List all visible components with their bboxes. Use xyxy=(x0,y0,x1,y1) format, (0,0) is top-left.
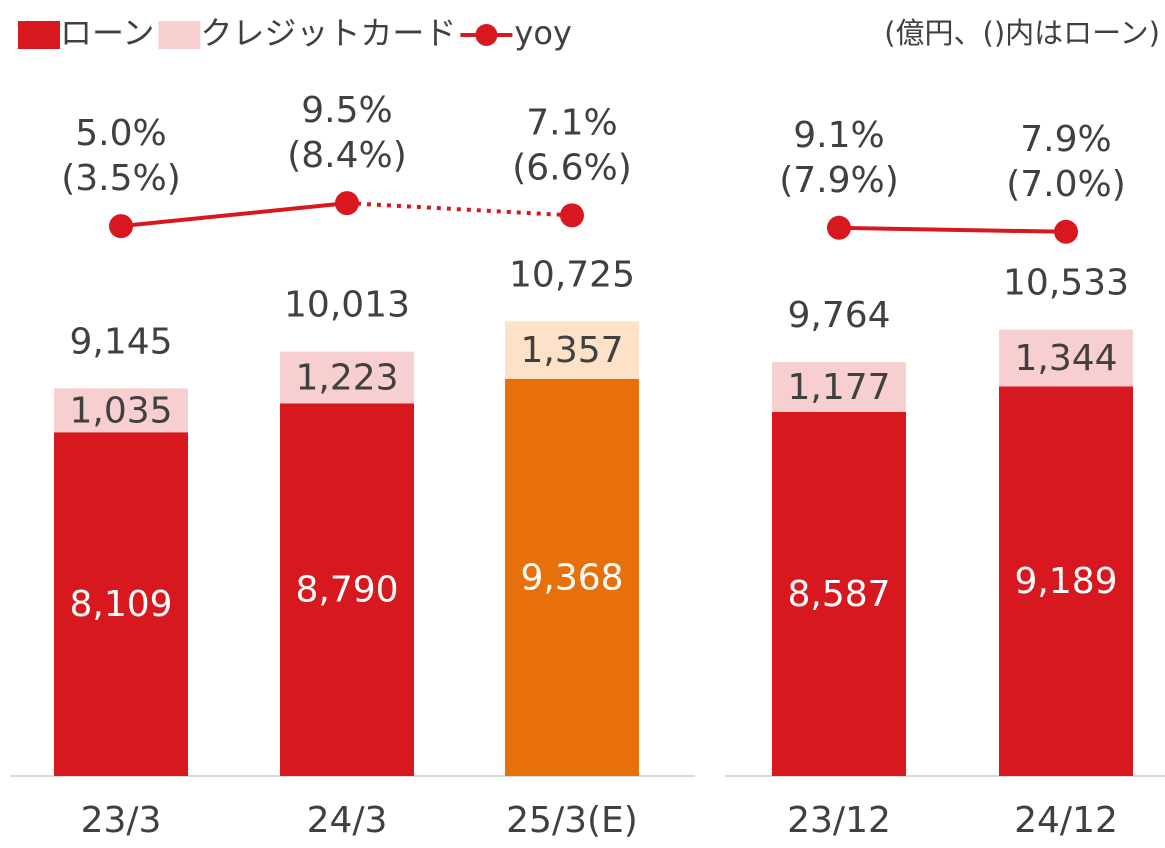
total-label: 10,533 xyxy=(1003,263,1129,304)
bar-label: 1,357 xyxy=(520,330,623,371)
yoy-label: 7.9% xyxy=(1020,119,1111,160)
bar-label: 1,177 xyxy=(787,367,890,408)
bar-label: 1,223 xyxy=(295,357,398,398)
bar-label: 8,790 xyxy=(295,570,398,611)
yoy-label: 9.1% xyxy=(793,115,884,156)
total-label: 9,145 xyxy=(69,321,172,362)
total-label: 9,764 xyxy=(787,295,890,336)
yoy-label: 7.1% xyxy=(526,102,617,143)
bar-segment xyxy=(772,412,906,776)
bar-segment xyxy=(772,362,906,413)
bar-label: 1,344 xyxy=(1014,338,1117,379)
legend-label: クレジットカード xyxy=(200,14,456,52)
loan-yoy-label: (7.0%) xyxy=(1006,164,1126,205)
x-tick-label: 24/12 xyxy=(1014,800,1118,841)
legend-label: ローン xyxy=(60,14,154,52)
loan-yoy-label: (8.4%) xyxy=(287,135,407,176)
bar-label: 1,035 xyxy=(69,390,172,431)
bar-segment xyxy=(54,432,188,776)
x-tick-label: 23/12 xyxy=(787,800,891,841)
x-tick-label: 23/3 xyxy=(81,800,162,841)
bar-segment xyxy=(999,329,1133,387)
bar-segment xyxy=(280,403,414,776)
total-label: 10,725 xyxy=(509,254,635,295)
bar-label: 8,587 xyxy=(787,574,890,615)
total-label: 10,013 xyxy=(284,285,410,326)
yoy-line xyxy=(120,201,348,229)
yoy-label: 5.0% xyxy=(75,113,166,154)
yoy-line xyxy=(838,225,1067,234)
loan-yoy-label: (7.9%) xyxy=(779,160,899,201)
legend-swatch xyxy=(18,21,60,49)
x-tick-label: 25/3(E) xyxy=(506,800,638,841)
bar-segment xyxy=(505,378,639,776)
bar-segment xyxy=(505,321,639,379)
yoy-point xyxy=(827,215,851,240)
yoy-point xyxy=(560,203,584,228)
bar-segment xyxy=(280,351,414,404)
yoy-point xyxy=(109,214,133,239)
loan-yoy-label: (3.5%) xyxy=(61,158,181,199)
unit-note: (億円、()内はローン) xyxy=(884,16,1160,50)
yoy-point xyxy=(335,191,359,216)
yoy-label: 9.5% xyxy=(301,90,392,131)
legend-swatch xyxy=(158,21,201,49)
bar-label: 8,109 xyxy=(69,584,172,625)
yoy-line xyxy=(346,201,573,218)
legend-label: yoy xyxy=(514,14,571,52)
loan-yoy-label: (6.6%) xyxy=(512,147,632,188)
legend-marker xyxy=(475,24,498,46)
bar-label: 9,368 xyxy=(520,557,623,598)
bar-segment xyxy=(999,386,1133,776)
bar-label: 9,189 xyxy=(1014,561,1117,602)
yoy-point xyxy=(1054,219,1078,244)
bar-segment xyxy=(54,388,188,433)
x-tick-label: 24/3 xyxy=(307,800,388,841)
